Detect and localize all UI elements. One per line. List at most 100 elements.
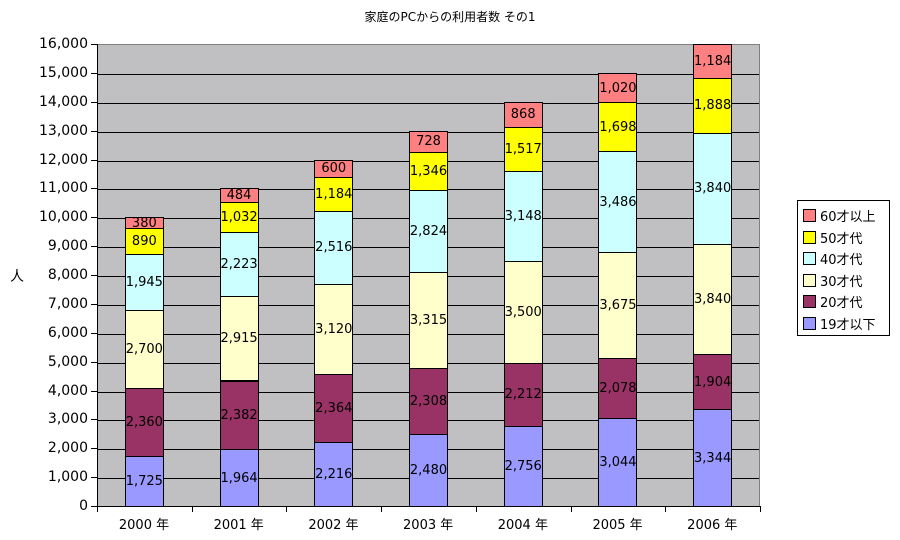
y-tick-label: 16,000: [39, 36, 88, 52]
bar-segment: 1,184: [314, 176, 354, 212]
data-label: 3,044: [599, 455, 637, 471]
legend-swatch-icon: [803, 252, 816, 266]
y-tick-label: 8,000: [47, 267, 88, 283]
bar-segment: 1,346: [409, 151, 448, 192]
legend-swatch-icon: [803, 230, 816, 244]
y-tick: [91, 217, 97, 219]
gridline: [97, 102, 759, 104]
bar-segment: 1,517: [503, 126, 543, 172]
y-tick: [91, 477, 97, 479]
data-label: 3,840: [694, 292, 732, 308]
legend: 60才以上 50才代 40才代 30才代 20才代 19才以下: [797, 200, 890, 336]
bar-segment: 868: [503, 101, 543, 128]
data-label: 1,032: [220, 210, 258, 226]
data-label: 2,308: [409, 394, 448, 410]
legend-swatch-icon: [803, 209, 816, 223]
data-label: 1,725: [125, 474, 163, 490]
data-label: 3,315: [409, 312, 448, 328]
y-tick: [91, 303, 97, 305]
x-tick-label: 2003 年: [403, 518, 454, 533]
legend-item: 60才以上: [803, 205, 889, 227]
y-tick: [91, 246, 97, 248]
bar-segment: 3,044: [598, 418, 638, 507]
bar-segment: 1,184: [693, 44, 733, 80]
legend-swatch-icon: [803, 273, 816, 287]
data-label: 3,344: [694, 450, 732, 466]
bar-segment: 3,344: [693, 409, 733, 507]
data-label: 1,184: [315, 186, 353, 202]
data-label: 2,700: [125, 342, 163, 358]
bar-segment: 2,212: [503, 362, 543, 428]
bar-segment: 380: [124, 216, 164, 231]
x-tick: [570, 506, 572, 512]
bar-segment: 1,725: [124, 456, 164, 507]
x-tick-label: 2002 年: [308, 518, 359, 533]
data-label: 868: [510, 107, 536, 123]
bar-segment: 3,120: [314, 283, 354, 375]
x-tick-label: 2000 年: [118, 518, 170, 533]
y-tick-label: 1,000: [47, 469, 88, 486]
gridline: [97, 73, 759, 75]
y-tick: [91, 188, 97, 190]
x-tick-label: 2005 年: [592, 518, 643, 533]
legend-item: 19才以下: [803, 313, 889, 335]
legend-label: 30才代: [820, 274, 863, 290]
bar-segment: 1,964: [219, 449, 259, 507]
legend-item: 40才代: [803, 248, 889, 270]
x-tick: [760, 506, 761, 512]
y-tick-label: 14,000: [39, 93, 88, 110]
x-tick: [97, 506, 98, 512]
bar-segment: 2,360: [124, 388, 164, 458]
y-axis-label: 人: [10, 269, 24, 285]
x-tick: [665, 506, 667, 512]
bar-segment: 1,032: [219, 202, 259, 234]
bar-segment: 484: [219, 188, 259, 204]
bar-segment: 3,486: [598, 151, 638, 253]
data-label: 1,346: [409, 164, 448, 180]
bar-segment: 2,382: [219, 380, 259, 451]
data-label: 1,517: [504, 141, 542, 157]
data-label: 3,486: [599, 194, 637, 210]
data-label: 2,382: [220, 407, 258, 423]
bar-segment: 2,756: [503, 426, 543, 507]
data-label: 3,675: [599, 298, 637, 314]
y-tick: [91, 390, 97, 392]
x-tick: [381, 506, 383, 512]
legend-label: 60才以上: [820, 210, 876, 226]
legend-label: 50才代: [820, 231, 863, 247]
y-tick: [91, 332, 97, 334]
y-tick: [91, 101, 97, 103]
bar-segment: 890: [124, 228, 164, 255]
data-label: 1,698: [599, 119, 637, 135]
data-label: 1,020: [599, 80, 637, 96]
legend-label: 20才代: [820, 296, 863, 312]
y-tick-label: 12,000: [39, 151, 88, 168]
bar-segment: 2,824: [409, 190, 448, 273]
bar-segment: 2,308: [409, 367, 448, 436]
data-label: 3,840: [694, 181, 732, 197]
bar-segment: 1,904: [693, 354, 733, 411]
y-tick-label: 15,000: [39, 64, 88, 81]
bar-segment: 3,675: [598, 251, 638, 360]
data-label: 2,212: [504, 387, 542, 403]
legend-item: 30才代: [803, 270, 889, 292]
bar-segment: 3,840: [693, 132, 733, 245]
data-label: 2,915: [220, 331, 258, 347]
data-label: 2,480: [409, 463, 448, 479]
y-tick-label: 10,000: [39, 209, 88, 226]
bar-segment: 2,915: [219, 296, 259, 382]
data-label: 1,184: [694, 54, 732, 70]
y-tick: [91, 72, 97, 74]
y-tick: [91, 506, 97, 507]
data-label: 1,964: [220, 470, 258, 486]
data-label: 3,148: [504, 209, 542, 225]
bar-segment: 3,840: [693, 243, 733, 356]
data-label: 3,120: [315, 321, 353, 337]
data-label: 484: [226, 188, 252, 204]
data-label: 2,360: [125, 415, 163, 431]
x-tick-label: 2006 年: [687, 518, 738, 533]
y-tick-label: 11,000: [39, 180, 88, 197]
y-tick: [91, 130, 97, 132]
data-label: 2,364: [315, 400, 353, 416]
y-tick-label: 7,000: [47, 295, 88, 312]
